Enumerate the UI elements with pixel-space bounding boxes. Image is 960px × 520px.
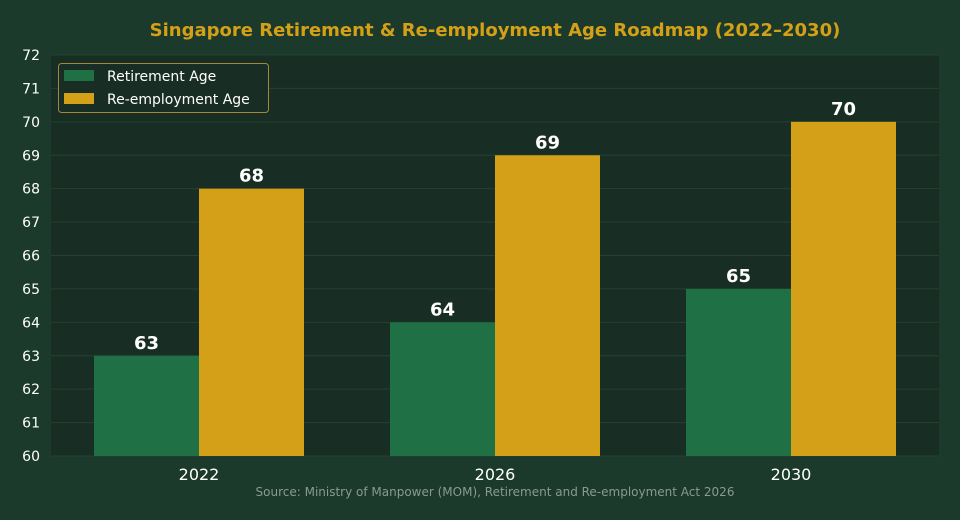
legend-swatch — [64, 93, 94, 104]
y-tick-label: 71 — [22, 81, 40, 97]
data-labels: 63 68 64 69 65 70 — [134, 99, 856, 354]
y-axis-ticks: 60 61 62 63 64 65 66 67 68 69 70 71 72 — [22, 48, 40, 465]
y-tick-label: 67 — [22, 215, 40, 231]
data-label-retirement-age-2030: 65 — [726, 266, 751, 287]
y-tick-label: 64 — [22, 315, 40, 331]
bars — [94, 121, 896, 456]
x-axis-ticks: 2022 2026 2030 — [179, 465, 812, 484]
y-tick-label: 63 — [22, 349, 40, 365]
legend-label: Re-employment Age — [107, 92, 250, 108]
bar-re-employment-age-2026 — [495, 155, 600, 456]
y-tick-label: 65 — [22, 282, 40, 298]
legend-label: Retirement Age — [107, 69, 216, 85]
y-tick-label: 69 — [22, 148, 40, 164]
data-label-re-employment-age-2026: 69 — [535, 132, 560, 153]
y-tick-label: 62 — [22, 382, 40, 398]
bar-retirement-age-2022 — [94, 355, 199, 456]
legend-box — [58, 63, 269, 113]
y-tick-label: 72 — [22, 48, 40, 64]
x-tick-label: 2022 — [179, 465, 220, 484]
legend-swatch — [64, 70, 94, 81]
chart-title: Singapore Retirement & Re-employment Age… — [150, 20, 841, 41]
y-tick-label: 61 — [22, 416, 40, 432]
y-tick-label: 66 — [22, 249, 40, 265]
bar-retirement-age-2026 — [390, 322, 495, 456]
x-tick-label: 2030 — [771, 465, 812, 484]
bar-retirement-age-2030 — [686, 288, 791, 456]
legend: Retirement Age Re-employment Age — [58, 63, 269, 113]
bar-re-employment-age-2022 — [199, 188, 304, 456]
data-label-retirement-age-2022: 63 — [134, 333, 159, 354]
source-note: Source: Ministry of Manpower (MOM), Reti… — [256, 485, 735, 499]
data-label-re-employment-age-2022: 68 — [239, 166, 264, 187]
y-tick-label: 60 — [22, 449, 40, 465]
x-tick-label: 2026 — [475, 465, 516, 484]
data-label-re-employment-age-2030: 70 — [831, 99, 856, 120]
bar-re-employment-age-2030 — [791, 121, 896, 456]
data-label-retirement-age-2026: 64 — [430, 299, 455, 320]
y-tick-label: 68 — [22, 182, 40, 198]
y-tick-label: 70 — [22, 115, 40, 131]
